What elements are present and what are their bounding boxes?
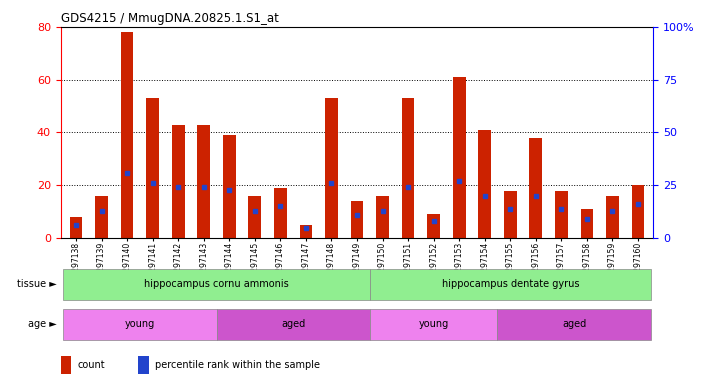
Bar [274, 188, 287, 238]
Bar [402, 98, 414, 238]
Bar [70, 217, 82, 238]
Bar [300, 225, 312, 238]
Bar [172, 124, 185, 238]
Text: tissue ►: tissue ► [17, 279, 57, 289]
Text: count: count [78, 360, 106, 370]
Bar [197, 124, 210, 238]
Text: hippocampus dentate gyrus: hippocampus dentate gyrus [441, 279, 579, 289]
Bar [376, 196, 389, 238]
Bar [370, 269, 650, 300]
Bar [95, 196, 108, 238]
Bar [498, 309, 650, 340]
Bar [64, 269, 370, 300]
Bar [121, 32, 134, 238]
Text: aged: aged [562, 319, 586, 329]
Bar [453, 77, 466, 238]
Bar [216, 309, 370, 340]
Bar [138, 356, 149, 374]
Bar [146, 98, 159, 238]
Bar [223, 135, 236, 238]
Bar [64, 309, 216, 340]
Bar [580, 209, 593, 238]
Bar [61, 356, 71, 374]
Bar [370, 309, 498, 340]
Text: GDS4215 / MmugDNA.20825.1.S1_at: GDS4215 / MmugDNA.20825.1.S1_at [61, 12, 278, 25]
Bar [606, 196, 619, 238]
Bar [351, 201, 363, 238]
Text: percentile rank within the sample: percentile rank within the sample [155, 360, 320, 370]
Bar [478, 130, 491, 238]
Text: aged: aged [281, 319, 306, 329]
Text: hippocampus cornu ammonis: hippocampus cornu ammonis [144, 279, 289, 289]
Bar [504, 190, 517, 238]
Bar [427, 214, 440, 238]
Bar [555, 190, 568, 238]
Bar [632, 185, 644, 238]
Text: young: young [418, 319, 449, 329]
Text: young: young [125, 319, 155, 329]
Text: age ►: age ► [29, 319, 57, 329]
Bar [248, 196, 261, 238]
Bar [529, 138, 542, 238]
Bar [325, 98, 338, 238]
